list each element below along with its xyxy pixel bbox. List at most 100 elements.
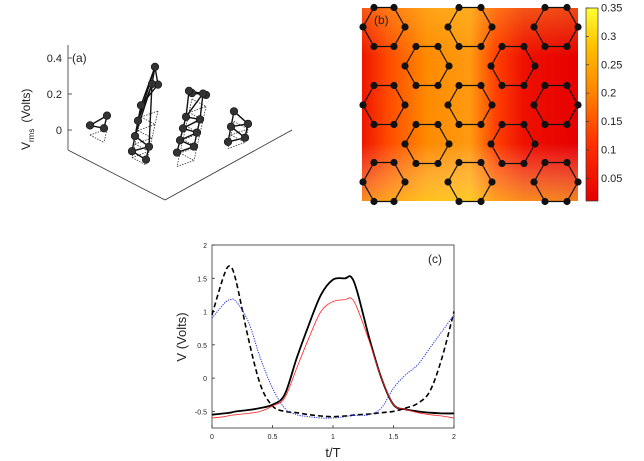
lattice-node [412, 120, 420, 129]
lattice-node [541, 120, 549, 129]
surface-node [172, 148, 182, 157]
base-lattice-edge [193, 146, 198, 161]
lattice-node [359, 23, 367, 31]
panel-c-label: (c) [428, 252, 442, 266]
panel-b-label: (b) [374, 13, 389, 27]
lattice-node [455, 120, 463, 129]
lattice-node [412, 42, 420, 51]
lattice-node [520, 159, 528, 168]
lattice-node [444, 178, 452, 186]
y-tick-label: 0.5 [197, 343, 207, 350]
lattice-node [574, 101, 582, 109]
surface-edge [134, 83, 153, 137]
z-axis-label-main: V [19, 142, 33, 150]
base-lattice-edge [188, 98, 193, 113]
base-lattice-edge [230, 121, 235, 136]
base-lattice-edge [134, 130, 139, 145]
base-lattice-edge [140, 116, 156, 125]
surface-node [189, 142, 199, 151]
base-lattice-edge [176, 160, 195, 167]
lattice-node [401, 140, 409, 148]
surface-node [130, 131, 140, 141]
y-tick-label: 1.5 [197, 276, 207, 283]
colorbar-tick-label: 0.05 [601, 173, 622, 185]
lattice-node [477, 3, 485, 12]
panel-a-3d-plot: (a) 0.4 0.2 0 Vrms (Volts) [19, 45, 293, 201]
base-lattice-edge [131, 151, 150, 158]
lattice-node [574, 178, 582, 186]
lattice-node [370, 120, 378, 129]
base-lattice-edge [179, 152, 195, 161]
lattice-node [445, 62, 453, 70]
colorbar-tick-label: 0.3 [601, 31, 616, 43]
lattice-node [477, 158, 485, 167]
lattice-node [455, 3, 463, 12]
lattice-node [455, 81, 463, 90]
surface-node [102, 111, 112, 120]
surface-node [198, 89, 208, 98]
lattice-node [520, 42, 528, 51]
y-axis-line [164, 129, 293, 201]
lattice-node [477, 42, 485, 51]
lattice-node [444, 101, 452, 109]
lattice-node [563, 3, 571, 12]
z-axis-label-unit: (Volts) [19, 89, 33, 123]
series-group [211, 265, 455, 419]
base-lattice-edge [182, 133, 201, 140]
panel-c-line-plot: (c) t/T V (Volts) 0 0.5 1 1.5 2 2 1.5 1 0.5 0 -0.… [174, 243, 456, 460]
surface-node [99, 124, 109, 133]
plot-frame [211, 244, 455, 429]
series-line-4 [211, 297, 455, 419]
lattice-node [541, 158, 549, 167]
lattice-node [520, 120, 528, 129]
colorbar-ticks: 0.35 0.3 0.25 0.2 0.15 0.1 0.05 [586, 3, 622, 185]
y-tick-label: 1 [203, 310, 207, 317]
panel-a-network [85, 62, 253, 167]
lattice-node [390, 197, 398, 206]
lattice-node [390, 81, 398, 90]
panel-a-label: (a) [72, 51, 87, 65]
lattice-node [434, 42, 442, 51]
lattice-node [370, 197, 378, 206]
surface-node [136, 101, 146, 110]
series-line-1 [211, 275, 455, 416]
lattice-node [531, 140, 539, 148]
lattice-node [401, 62, 409, 70]
colorbar-tick-label: 0.15 [601, 116, 622, 128]
z-tick-label: 0.2 [47, 89, 62, 101]
lattice-node [401, 101, 409, 109]
lattice-node [455, 197, 463, 206]
surface-edge [185, 93, 204, 118]
surface-node [223, 137, 233, 147]
lattice-node [434, 120, 442, 129]
x-tick-label: 1 [331, 434, 335, 441]
base-lattice-edge [137, 124, 156, 131]
x-tick-label: 2 [452, 434, 456, 441]
lattice-node [477, 120, 485, 129]
lattice-node [412, 159, 420, 168]
base-lattice-edge [137, 116, 142, 131]
base-lattice-edge [140, 110, 159, 118]
lattice-node [390, 42, 398, 51]
surface-edge [148, 83, 153, 147]
base-lattice-edge [89, 128, 108, 136]
surface-node [144, 142, 154, 151]
base-lattice-edge [227, 142, 246, 149]
colorbar-tick-label: 0.35 [601, 3, 622, 15]
surface-node [175, 136, 185, 145]
surface-node [181, 112, 191, 121]
x-tick-label: 1.5 [389, 434, 399, 441]
base-lattice-edge [89, 134, 105, 143]
z-tick-label: 0.4 [47, 53, 62, 65]
panel-b-heatmap: (b) 0.35 0.3 0.25 0.2 0.15 0.1 0.05 [359, 3, 622, 206]
colorbar [585, 7, 599, 202]
y-tick-label: -0.5 [195, 409, 207, 416]
lattice-node [541, 197, 549, 206]
lattice-node [530, 178, 538, 186]
surface-node [133, 116, 143, 125]
y-tick-label: 0 [203, 376, 207, 383]
lattice-node [520, 81, 528, 90]
lattice-node [455, 42, 463, 51]
lattice-node [455, 158, 463, 167]
lattice-node [401, 178, 409, 186]
